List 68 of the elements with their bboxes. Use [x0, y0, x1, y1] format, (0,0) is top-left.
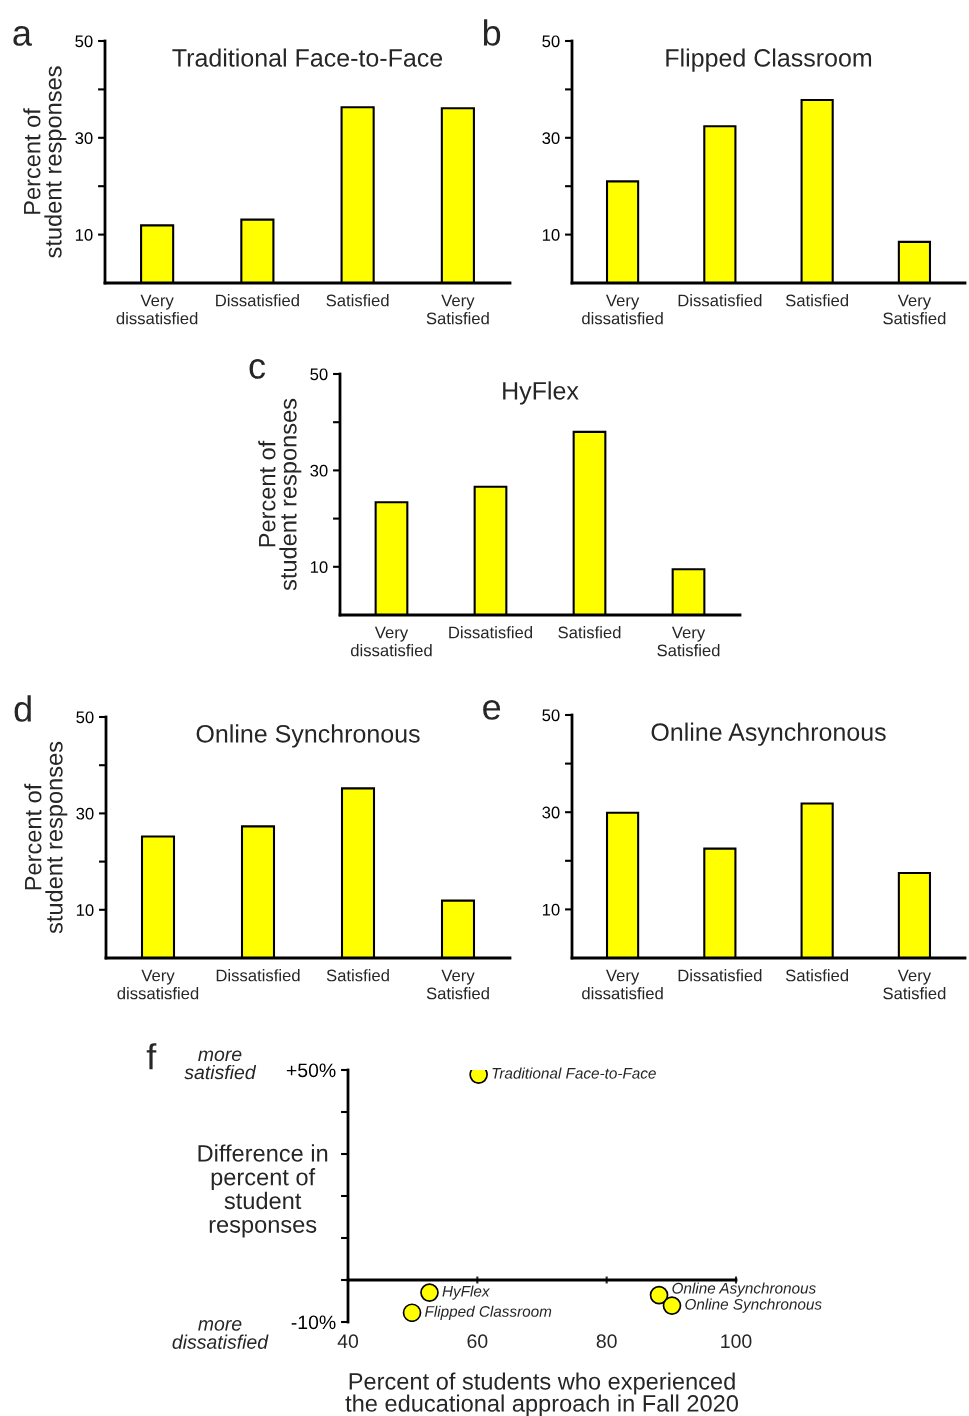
x-axis-title: Percent of students who experienced the educational approach in Fall 2020 [345, 1372, 738, 1416]
x-tick-label: Very Satisfied [883, 294, 946, 325]
y-tick-label: 50 [542, 35, 560, 48]
point [420, 1283, 439, 1302]
x-tick-label: Dissatisfied [678, 294, 762, 307]
point [402, 1303, 422, 1322]
y-tick-label: 50 [75, 35, 93, 48]
y-tick-label: 30 [542, 132, 560, 144]
x-tick-label: Very Satisfied [426, 294, 489, 325]
y-tick-label: 30 [75, 132, 93, 144]
y-tick-label: 10 [542, 229, 560, 241]
y-tick-label: 30 [542, 806, 560, 819]
chart-title: Traditional Face-to-Face [172, 48, 443, 67]
y-tick-label: 10 [76, 904, 94, 916]
chart-title: Flipped Classroom [666, 48, 872, 72]
x-tick-label: Satisfied [326, 294, 389, 307]
text: a [13, 26, 32, 46]
x-tick-label: Dissatisfied [678, 969, 762, 982]
annotation: Flipped Classroom [424, 1305, 552, 1320]
y-tick-label: 50 [76, 711, 94, 724]
text: more satisfied [184, 1050, 257, 1080]
x-tick-label: Satisfied [326, 969, 389, 982]
x-tick-label: 40 [337, 1334, 359, 1349]
annotation: e [483, 700, 501, 720]
x-tick-label: Satisfied [558, 626, 621, 639]
x-tick-label: Very Satisfied [426, 969, 489, 1000]
x-tick-label: Dissatisfied [216, 294, 299, 307]
annotation: Online Synchronous [685, 1298, 822, 1313]
x-tick-label: Very dissatisfied [582, 294, 663, 325]
text: more dissatisfied [172, 1320, 269, 1349]
annotation: HyFlex [442, 1285, 490, 1300]
chart-title: HyFlex [503, 381, 579, 405]
x-tick-label: Very Satisfied [883, 969, 946, 1000]
y-axis-title: Difference in percent of student responses [198, 1144, 328, 1238]
text: c [249, 359, 266, 379]
text: f [146, 1043, 157, 1070]
y-tick-label: 30 [76, 807, 94, 820]
y-tick-label: -10% [291, 1315, 336, 1330]
text: d [14, 695, 31, 722]
x-tick-label: 60 [467, 1334, 488, 1349]
y-tick-label: 50 [310, 368, 328, 381]
point [649, 1285, 669, 1305]
x-tick-label: Very dissatisfied [582, 969, 663, 1000]
x-tick-label: Dissatisfied [216, 969, 300, 982]
point [662, 1296, 682, 1315]
annotation: b [483, 19, 501, 46]
y-tick-label: 10 [310, 561, 328, 573]
y-axis-title: Percent of student responses [24, 741, 68, 934]
y-tick-label: 10 [75, 229, 93, 241]
chart-title: Online Asynchronous [651, 722, 886, 746]
y-tick-label: 10 [542, 903, 560, 916]
y-axis-title: Percent of student responses [23, 66, 67, 258]
x-tick-label: 100 [721, 1334, 752, 1349]
x-tick-label: Very Satisfied [657, 626, 720, 657]
x-tick-label: Very dissatisfied [350, 626, 432, 657]
y-tick-label: 30 [310, 464, 328, 477]
y-axis-title: Percent of student responses [258, 398, 302, 591]
y-tick-label: 50 [542, 709, 560, 722]
annotation: Online Asynchronous [672, 1282, 816, 1297]
x-tick-label: 80 [596, 1334, 617, 1349]
x-tick-label: Very dissatisfied [116, 294, 198, 325]
x-tick-label: Very dissatisfied [117, 969, 199, 1000]
y-tick-label: +50% [286, 1063, 336, 1078]
x-tick-label: Satisfied [785, 969, 849, 982]
chart-title: Online Synchronous [196, 724, 420, 748]
x-tick-label: Satisfied [785, 294, 849, 307]
annotation: Traditional Face-to-Face [492, 1067, 656, 1079]
x-tick-label: Dissatisfied [449, 626, 533, 639]
